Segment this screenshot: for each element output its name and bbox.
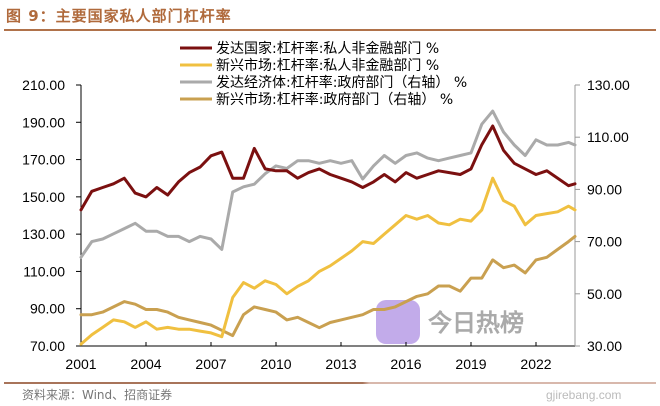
footer-divider [4,382,656,384]
right-y-tick-label: 110.00 [587,129,629,145]
right-y-tick-label: 50.00 [587,286,622,302]
right-y-tick-label: 30.00 [587,338,622,354]
series-line-1 [79,176,577,346]
source-note: 资料来源：Wind、招商证券 [22,388,173,402]
series-line-3 [79,234,577,338]
x-tick-label: 2004 [130,356,161,372]
left-y-tick-label: 90.00 [30,301,65,317]
series-line-2 [79,109,577,259]
legend-label-0: 发达国家:杠杆率:私人非金融部门 % [216,40,439,57]
left-y-tick-label: 150.00 [22,189,65,205]
right-y-tick-label: 70.00 [587,234,622,250]
watermark-url: gjirebang.com [546,388,622,402]
x-tick-label: 2010 [260,356,291,372]
legend-label-2: 发达经济体:杠杆率:政府部门（右轴） % [216,74,467,91]
left-y-tick-label: 110.00 [23,263,65,279]
legend-label-3: 新兴市场:杠杆率:政府部门（右轴） % [216,91,453,108]
x-tick-label: 2019 [455,356,486,372]
right-y-tick-label: 130.00 [587,77,630,93]
x-tick-label: 2001 [65,356,96,372]
left-y-tick-label: 130.00 [22,226,65,242]
left-y-tick-label: 170.00 [22,152,65,168]
watermark-logo-icon [376,300,420,344]
x-tick-label: 2013 [325,356,356,372]
right-y-tick-label: 90.00 [587,181,622,197]
watermark-text: 今日热榜 [428,309,524,337]
x-tick-label: 2007 [195,356,226,372]
left-y-tick-label: 190.00 [22,114,65,130]
chart-title: 图 9：主要国家私人部门杠杆率 [6,7,232,25]
legend-label-1: 新兴市场:杠杆率:私人非金融部门 % [216,57,439,74]
left-y-tick-label: 210.00 [22,77,65,93]
title-divider [4,29,656,31]
x-tick-label: 2016 [390,356,421,372]
x-tick-label: 2022 [520,356,551,372]
left-y-tick-label: 70.00 [30,338,65,354]
